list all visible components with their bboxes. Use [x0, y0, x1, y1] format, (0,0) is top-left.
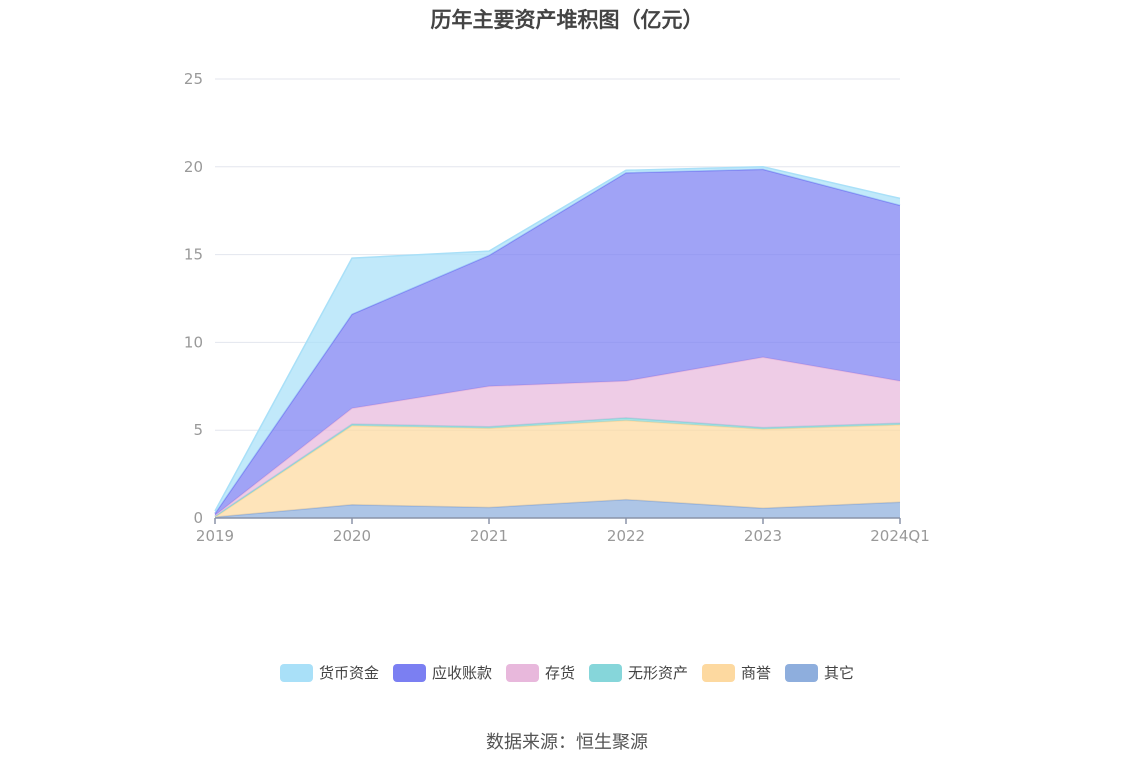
axes: 0 5 10 15 20 25 2019 2020 2021 2022 2023 2024Q1	[184, 70, 930, 545]
area-series	[214, 166, 901, 518]
y-tick-label: 15	[184, 246, 203, 264]
area-存货	[215, 357, 900, 517]
stacked-area-chart: 0 5 10 15 20 25 2019 2020 2021 2022 2023 2024Q1	[184, 70, 930, 545]
legend-label: 商誉	[741, 664, 772, 682]
legend: 货币资金 应收账款 存货 无形资产 商誉 其它	[0, 662, 1134, 683]
legend-label: 应收账款	[431, 664, 492, 682]
x-tick-label: 2023	[744, 527, 782, 545]
y-tick-label: 10	[184, 333, 203, 351]
legend-item[interactable]: 商誉	[702, 662, 771, 683]
legend-item[interactable]: 其它	[785, 662, 854, 683]
legend-swatch	[279, 663, 313, 682]
legend-swatch	[589, 663, 622, 682]
area-应收账款	[215, 169, 900, 516]
area-line-货币资金	[214, 166, 901, 512]
data-source: 数据来源：恒生聚源	[486, 732, 648, 753]
legend-label: 其它	[824, 664, 855, 682]
x-tick-label: 2020	[333, 527, 371, 545]
x-tick-label: 2019	[196, 527, 234, 545]
x-tick-label: 2021	[470, 527, 508, 545]
legend-item[interactable]: 无形资产	[589, 662, 688, 683]
legend-swatch	[702, 663, 736, 682]
area-商誉	[215, 420, 900, 518]
legend-swatch	[785, 663, 819, 682]
area-其它	[215, 499, 900, 518]
x-tick-label: 2024Q1	[870, 527, 930, 545]
x-tick-label: 2022	[607, 527, 645, 545]
y-tick-label: 0	[193, 509, 203, 527]
y-tick-label: 5	[193, 421, 203, 439]
y-tick-label: 20	[184, 158, 203, 176]
legend-label: 无形资产	[628, 664, 689, 682]
legend-item[interactable]: 应收账款	[392, 662, 492, 683]
legend-label: 货币资金	[318, 664, 379, 682]
chart-title: 历年主要资产堆积图（亿元）	[430, 8, 704, 32]
legend-swatch	[505, 663, 539, 682]
y-tick-label: 25	[184, 70, 203, 88]
legend-item[interactable]: 货币资金	[279, 662, 379, 683]
area-line-商誉	[214, 419, 901, 518]
legend-label: 存货	[544, 664, 575, 682]
legend-swatch	[392, 663, 426, 682]
legend-item[interactable]: 存货	[505, 662, 575, 683]
